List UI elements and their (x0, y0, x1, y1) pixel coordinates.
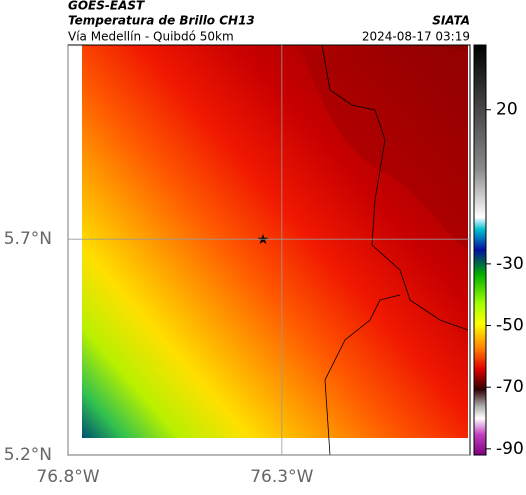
x-tick-label: 76.3°W (250, 467, 313, 487)
title: Temperatura de Brillo CH13 (68, 14, 255, 28)
x-tick-label: 76.8°W (36, 467, 99, 487)
colorbar-tick-label: 20 (496, 100, 518, 120)
colorbar-tick-label: -90 (496, 439, 524, 459)
source: GOES-EAST (68, 0, 145, 13)
station-marker: ★ (257, 232, 270, 248)
org: SIATA (432, 14, 470, 28)
y-tick-label: 5.2°N (4, 445, 52, 465)
colorbar-tick-label: -50 (496, 316, 524, 336)
datetime: 2024-08-17 03:19 (362, 30, 470, 44)
colorbar (473, 44, 487, 456)
y-tick-label: 5.7°N (4, 229, 52, 249)
colorbar-tick-label: -30 (496, 254, 524, 274)
subtitle: Vía Medellín - Quibdó 50km (68, 30, 234, 44)
colorbar-tick-label: -70 (496, 377, 524, 397)
border (321, 44, 469, 331)
axes: 76.8°W 76.3°W 5.7°N 5.2°N 20 -30 -50 -70 -90 (4, 45, 524, 487)
border (324, 294, 401, 456)
